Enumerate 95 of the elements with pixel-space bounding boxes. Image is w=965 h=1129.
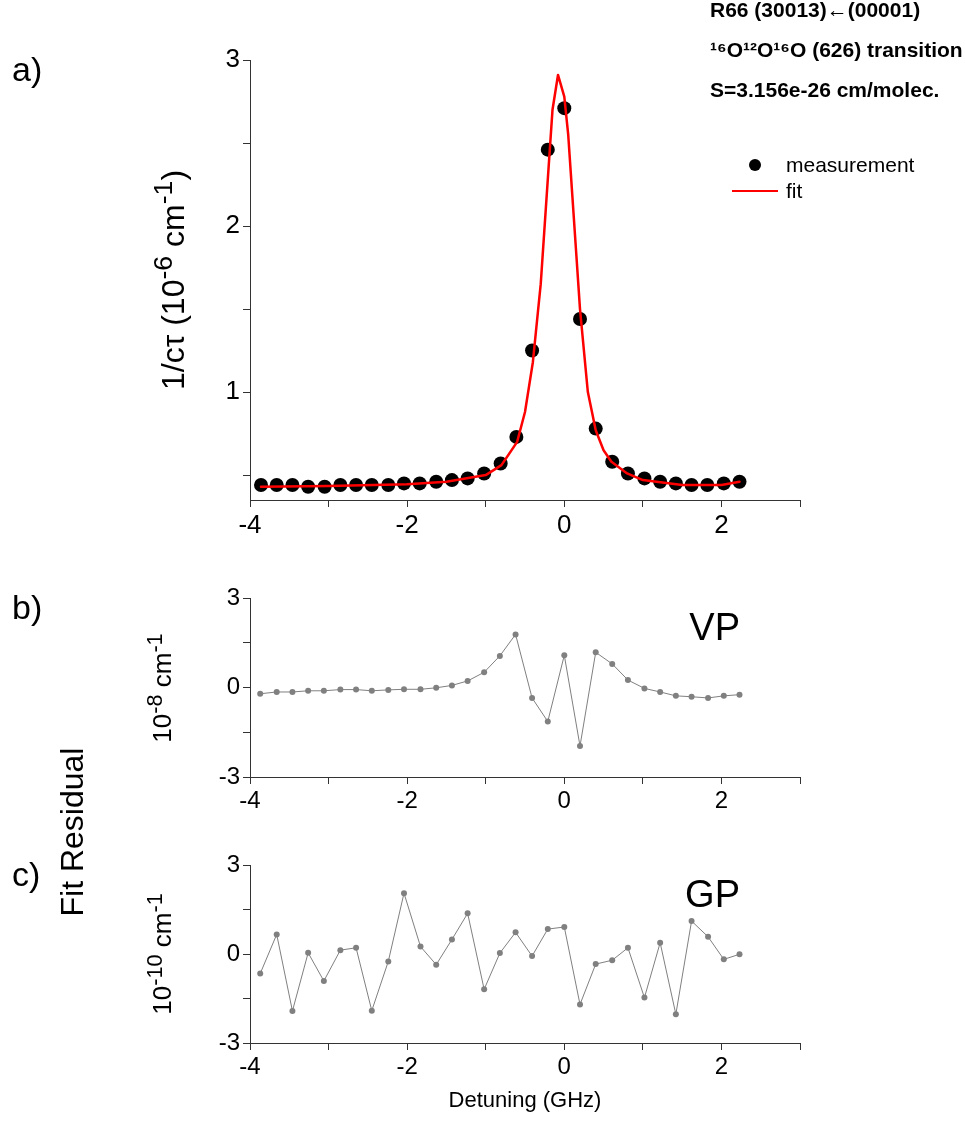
x-tick-label: 2: [714, 1052, 729, 1080]
annotation: S=3.156e-26 cm/molec.: [710, 78, 940, 102]
point: [672, 692, 679, 699]
text: Fit Residual: [53, 747, 91, 917]
point: [657, 939, 664, 946]
point: [705, 933, 712, 940]
point: [705, 694, 712, 701]
point: [353, 686, 360, 693]
point: [688, 918, 695, 925]
point: [481, 669, 488, 676]
x-axis-title: Detuning (GHz): [448, 1087, 602, 1113]
point: [320, 978, 327, 984]
y-tick-label: 0: [226, 938, 240, 966]
annotation: VP: [689, 606, 740, 649]
point: [481, 986, 488, 993]
x-tick-label: -2: [396, 786, 418, 814]
point: [401, 686, 407, 693]
text: c): [12, 855, 41, 894]
point: [448, 682, 455, 689]
text: a): [12, 50, 43, 89]
point: [368, 1007, 375, 1014]
y-tick-label: 3: [226, 582, 240, 610]
point: [433, 684, 440, 691]
x-tick-label: 2: [714, 508, 729, 539]
y-tick-label: -3: [218, 1027, 240, 1055]
text: b): [12, 588, 43, 627]
y-tick-label: 3: [226, 849, 240, 877]
point: [433, 961, 440, 968]
x-tick-label: 0: [557, 786, 571, 814]
point: [273, 688, 280, 695]
x-tick-label: -4: [238, 508, 262, 539]
point: [257, 690, 264, 697]
legend-label: fit: [786, 179, 803, 203]
point: [624, 677, 631, 684]
point: [417, 686, 424, 693]
point: [561, 924, 568, 930]
point: [544, 926, 551, 933]
y-tick-label: 1: [225, 375, 240, 406]
point: [289, 688, 296, 695]
point: [257, 970, 264, 977]
point: [305, 949, 312, 956]
point: [273, 931, 280, 938]
point: [624, 944, 631, 951]
point: [736, 691, 743, 698]
x-tick-label: 0: [557, 508, 572, 539]
x-tick-label: 0: [557, 1052, 571, 1080]
legend-label: measurement: [786, 153, 915, 177]
annotation: GP: [685, 873, 740, 916]
point: [417, 943, 424, 950]
point: [464, 910, 471, 917]
point: [736, 951, 743, 958]
point: [529, 694, 536, 701]
point: [529, 953, 536, 960]
x-tick-label: -4: [239, 1052, 261, 1080]
point: [641, 685, 648, 692]
point: [720, 956, 727, 963]
point: [512, 631, 519, 638]
point: [305, 687, 312, 694]
point: [385, 686, 392, 693]
point: [561, 652, 568, 659]
point: [657, 688, 664, 695]
x-tick-label: -2: [396, 1052, 418, 1080]
point: [385, 958, 392, 965]
point: [592, 649, 599, 656]
text: R66 (30013)←(00001): [710, 0, 921, 22]
point: [688, 693, 695, 700]
point: [720, 692, 727, 699]
point: [464, 677, 471, 684]
point: [609, 660, 616, 667]
y-tick-label: 3: [225, 43, 240, 74]
y-tick-label: 0: [226, 672, 240, 700]
point: [641, 994, 648, 1001]
y-tick-label: 2: [225, 209, 240, 240]
x-tick-label: 2: [714, 786, 729, 814]
annotation: ¹⁶O¹²O¹⁶O (626) transition: [710, 38, 963, 62]
point: [401, 890, 407, 897]
point: [337, 947, 344, 954]
point: [353, 944, 360, 951]
point: [512, 929, 519, 936]
point: [592, 961, 599, 968]
point: [368, 687, 375, 694]
point: [496, 652, 503, 659]
y-tick-label: -3: [218, 761, 240, 789]
point: [577, 742, 583, 749]
x-tick-label: -2: [395, 508, 419, 539]
point: [672, 1011, 679, 1018]
point: [577, 1001, 583, 1008]
x-tick-label: -4: [239, 786, 261, 814]
point: [544, 718, 551, 725]
point: [320, 687, 327, 694]
point: [609, 957, 616, 964]
point: [289, 1007, 296, 1014]
point: [448, 936, 455, 943]
point: [496, 950, 503, 957]
point: [337, 686, 344, 693]
